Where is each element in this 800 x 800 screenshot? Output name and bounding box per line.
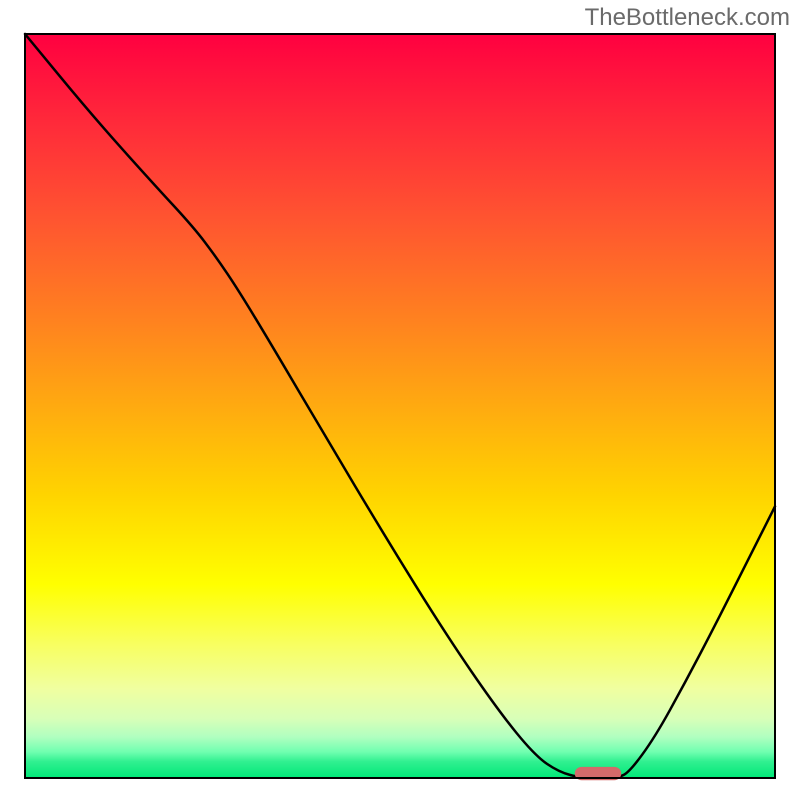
- watermark-text: TheBottleneck.com: [585, 4, 790, 32]
- chart-container: TheBottleneck.com: [0, 0, 800, 800]
- plot-background: [25, 34, 775, 778]
- bottleneck-chart: [0, 0, 800, 800]
